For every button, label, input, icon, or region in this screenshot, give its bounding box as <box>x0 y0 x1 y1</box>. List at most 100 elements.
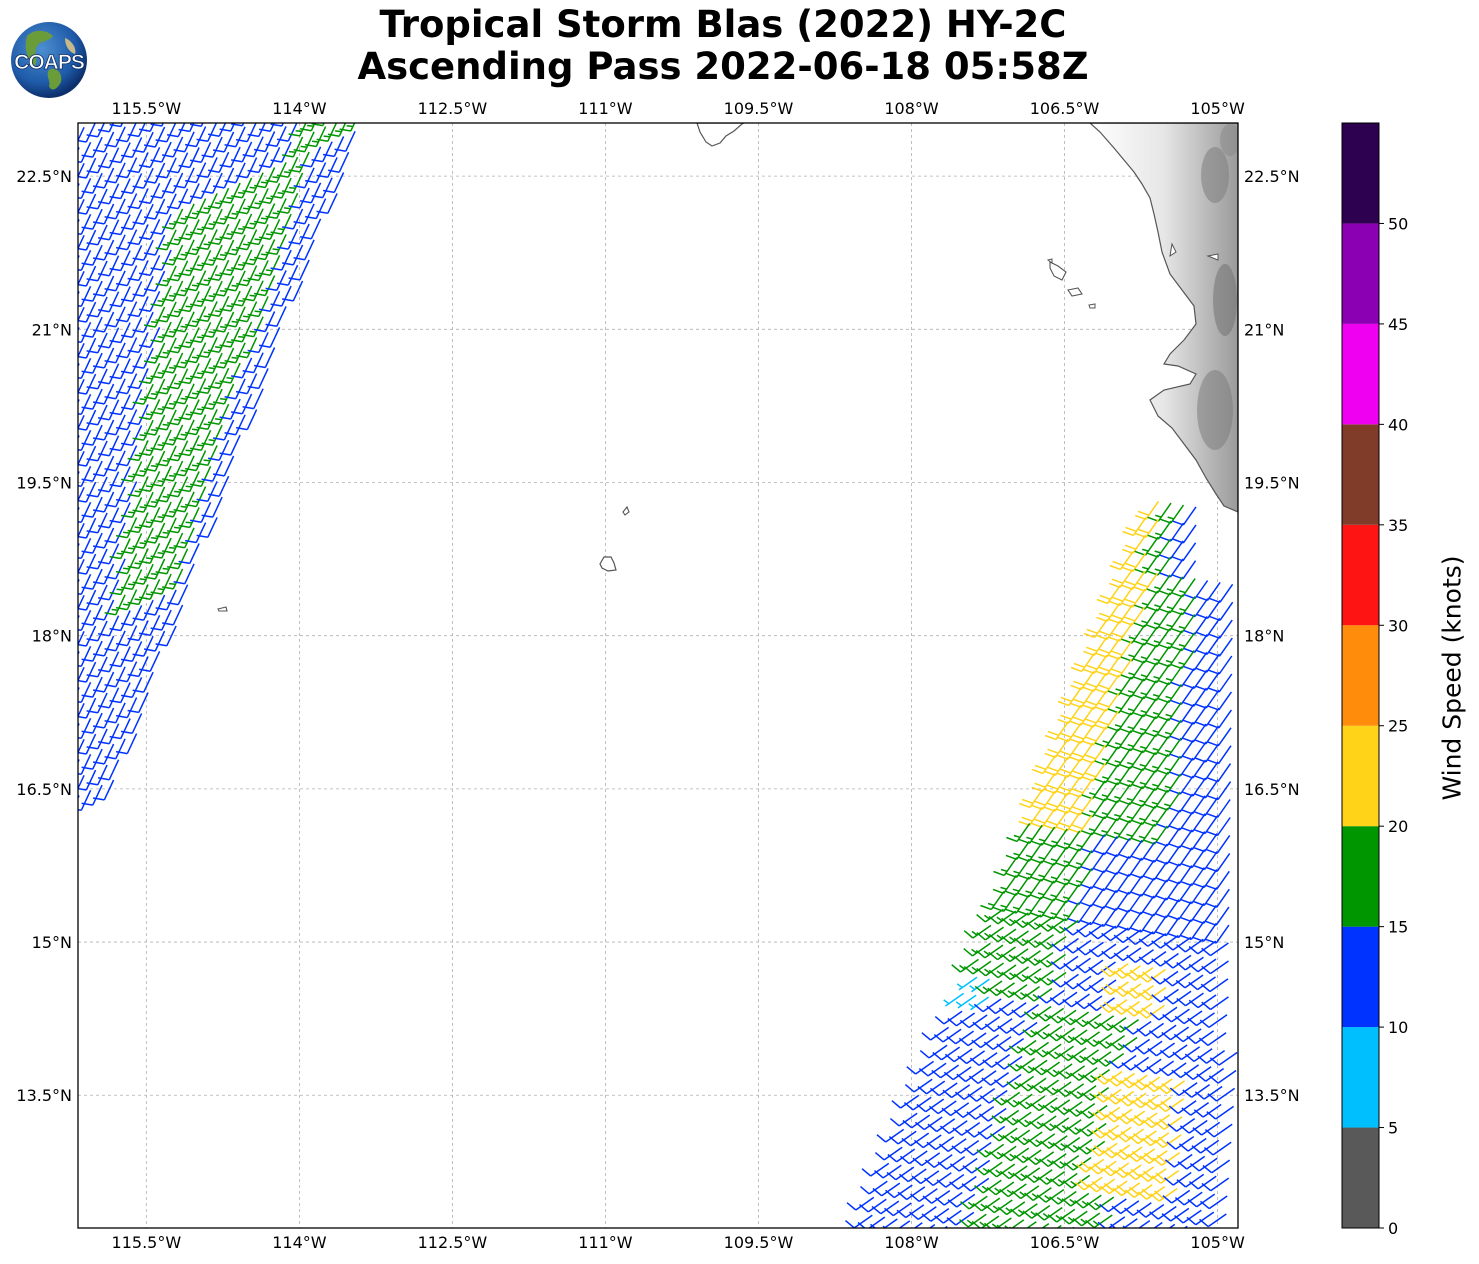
wind-barb <box>127 620 149 642</box>
wind-barb <box>1109 550 1134 571</box>
wind-barb <box>1206 834 1231 855</box>
latitude-tick-label: 16.5°N <box>16 780 72 799</box>
wind-barb <box>1183 651 1208 672</box>
latitude-tick-label: 19.5°N <box>16 473 72 492</box>
wind-barb <box>104 630 126 652</box>
wind-barb <box>242 388 264 410</box>
wind-barb <box>1133 644 1158 664</box>
wind-barb <box>1078 1122 1107 1137</box>
wind-barb <box>1152 1151 1181 1166</box>
wind-barb <box>987 1163 1016 1178</box>
wind-barb <box>196 481 218 503</box>
wind-barb <box>115 661 138 683</box>
wind-barb <box>1193 1103 1222 1118</box>
wind-barb <box>1093 818 1118 838</box>
wind-barb <box>288 123 307 137</box>
wind-barb <box>1126 1166 1155 1181</box>
wind-barb <box>143 558 166 580</box>
wind-barb <box>1196 617 1221 638</box>
wind-barb <box>1193 868 1218 889</box>
wind-barb <box>1053 1119 1082 1134</box>
wind-barb <box>161 244 184 266</box>
wind-barb <box>1076 941 1104 956</box>
wind-barb <box>1082 672 1108 692</box>
wind-barb <box>92 707 115 729</box>
wind-barb <box>178 543 200 565</box>
wind-barb <box>120 677 143 699</box>
wind-barb <box>897 1186 926 1201</box>
wind-barb <box>1145 682 1170 702</box>
wind-barb <box>1120 642 1145 662</box>
wind-barb <box>247 260 269 282</box>
wind-barb <box>1032 1061 1061 1076</box>
wind-barb <box>143 306 166 328</box>
wind-barb <box>86 332 108 354</box>
wind-barb <box>115 265 138 287</box>
wind-barb <box>327 123 347 137</box>
wind-barb <box>1049 1172 1078 1187</box>
wind-barb <box>258 254 281 276</box>
wind-barb <box>86 152 108 174</box>
wind-barb <box>127 440 149 462</box>
wind-barb <box>196 265 218 287</box>
wind-barb <box>1113 929 1142 944</box>
wind-barb <box>999 1183 1027 1198</box>
wind-barb <box>1001 930 1029 945</box>
wind-barb <box>81 640 103 662</box>
wind-barb <box>912 1152 941 1167</box>
wind-barb <box>311 141 333 163</box>
wind-barb <box>86 224 108 246</box>
wind-barb <box>97 579 120 601</box>
colorbar-bin <box>1342 1027 1379 1128</box>
wind-barb <box>1013 914 1042 929</box>
wind-barb <box>258 123 275 132</box>
wind-barb <box>1083 1051 1112 1066</box>
wind-barb <box>971 1034 1000 1049</box>
wind-barb <box>78 681 92 704</box>
wind-barb <box>78 445 97 467</box>
wind-barb <box>957 1050 986 1065</box>
wind-barb <box>1011 1185 1040 1200</box>
wind-barb <box>120 245 143 267</box>
wind-barb <box>150 393 172 415</box>
wind-barb <box>81 712 103 734</box>
wind-barb <box>1119 750 1144 770</box>
wind-barb <box>92 635 115 657</box>
wind-barb <box>968 1070 997 1085</box>
wind-barb <box>963 924 992 939</box>
wind-barb <box>987 982 1015 997</box>
wind-barb <box>1156 827 1181 847</box>
wind-barb <box>189 321 212 344</box>
wind-barb <box>1151 1169 1180 1184</box>
wind-barb <box>143 198 166 220</box>
wind-barb <box>1109 568 1134 589</box>
wind-barb <box>92 527 115 549</box>
longitude-tick-labels: 115.5°W 115.5°W 114°W 114°W 112.5°W 112.5°W 11… <box>112 99 1245 1252</box>
wind-barb <box>991 1109 1020 1124</box>
wind-barb <box>988 1145 1017 1160</box>
wind-barb <box>104 594 126 616</box>
wind-barb <box>173 347 195 369</box>
wind-barb <box>1181 759 1207 779</box>
wind-barb <box>978 1107 1007 1122</box>
wind-barb <box>1176 992 1204 1007</box>
wind-barb <box>1050 955 1079 970</box>
wind-barb <box>1107 712 1132 732</box>
wind-barb <box>1074 995 1103 1010</box>
longitude-tick-label: 109.5°W <box>724 1233 794 1252</box>
colorbar-bin <box>1342 625 1379 726</box>
colorbar-tick-label: 25 <box>1388 717 1408 736</box>
wind-barb <box>189 501 212 524</box>
longitude-tick-label: 105°W <box>1190 99 1245 118</box>
wind-barb <box>81 496 103 518</box>
wind-barb <box>1038 953 1066 968</box>
wind-barb <box>120 641 143 663</box>
wind-barb <box>196 229 218 251</box>
wind-barb <box>1191 1139 1220 1154</box>
wind-barb <box>1022 1023 1051 1038</box>
wind-barb <box>1013 1149 1042 1164</box>
wind-barb <box>166 404 189 426</box>
wind-barb <box>1134 1040 1163 1055</box>
wind-barb <box>212 167 235 189</box>
wind-barb <box>78 645 92 668</box>
